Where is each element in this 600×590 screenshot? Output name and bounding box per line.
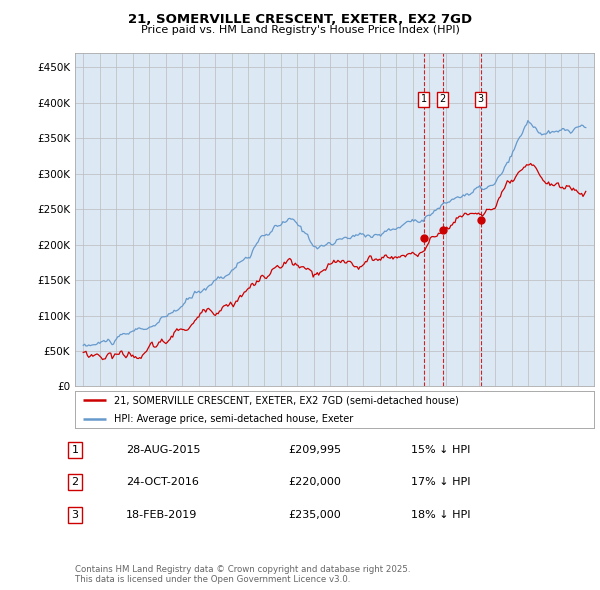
Text: £235,000: £235,000 (288, 510, 341, 520)
Text: 21, SOMERVILLE CRESCENT, EXETER, EX2 7GD (semi-detached house): 21, SOMERVILLE CRESCENT, EXETER, EX2 7GD… (114, 395, 459, 405)
Text: 28-AUG-2015: 28-AUG-2015 (126, 445, 200, 455)
Text: 18-FEB-2019: 18-FEB-2019 (126, 510, 197, 520)
Text: 3: 3 (478, 94, 484, 104)
Text: 1: 1 (421, 94, 427, 104)
Text: 24-OCT-2016: 24-OCT-2016 (126, 477, 199, 487)
Text: £220,000: £220,000 (288, 477, 341, 487)
Text: 1: 1 (71, 445, 79, 455)
Text: 18% ↓ HPI: 18% ↓ HPI (411, 510, 470, 520)
Text: 3: 3 (71, 510, 79, 520)
Text: Price paid vs. HM Land Registry's House Price Index (HPI): Price paid vs. HM Land Registry's House … (140, 25, 460, 35)
Text: 21, SOMERVILLE CRESCENT, EXETER, EX2 7GD: 21, SOMERVILLE CRESCENT, EXETER, EX2 7GD (128, 13, 472, 26)
Text: Contains HM Land Registry data © Crown copyright and database right 2025.
This d: Contains HM Land Registry data © Crown c… (75, 565, 410, 584)
Text: 17% ↓ HPI: 17% ↓ HPI (411, 477, 470, 487)
Text: 2: 2 (71, 477, 79, 487)
Text: £209,995: £209,995 (288, 445, 341, 455)
Text: 15% ↓ HPI: 15% ↓ HPI (411, 445, 470, 455)
Text: HPI: Average price, semi-detached house, Exeter: HPI: Average price, semi-detached house,… (114, 414, 353, 424)
Text: 2: 2 (440, 94, 446, 104)
